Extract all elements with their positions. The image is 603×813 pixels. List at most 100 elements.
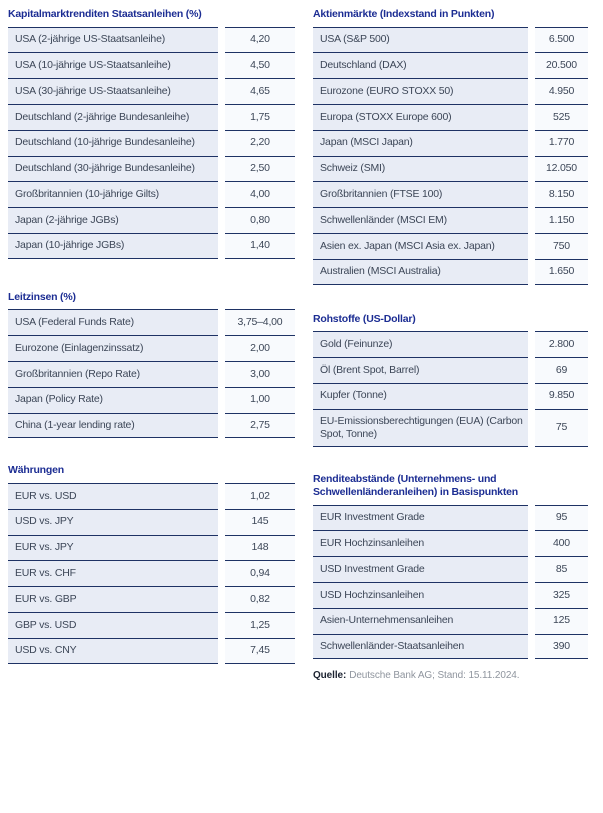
row-label: USD Hochzinsanleihen: [313, 582, 528, 608]
column-gap: [218, 232, 225, 259]
table-row: Kupfer (Tonne) 9.850: [313, 382, 588, 409]
row-label: China (1-year lending rate): [8, 412, 218, 439]
table-row: USA (Federal Funds Rate) 3,75–4,00: [8, 309, 295, 336]
table-row: Asien ex. Japan (MSCI Asia ex. Japan) 750: [313, 232, 588, 259]
table-row: Japan (2-jährige JGBs) 0,80: [8, 207, 295, 233]
table-row: Japan (10-jährige JGBs) 1,40: [8, 232, 295, 259]
row-label: Schwellenländer-Staatsanleihen: [313, 633, 528, 660]
column-gap: [218, 335, 225, 361]
row-value: 9.850: [535, 382, 588, 409]
row-value: 4,65: [225, 78, 295, 104]
table-yield-spreads: EUR Investment Grade 95 EUR Hochzinsanleih…: [313, 504, 588, 660]
row-label: Schwellenländer (MSCI EM): [313, 207, 528, 233]
column-gap: [528, 181, 535, 208]
column-gap: [528, 258, 535, 285]
row-value: 0,94: [225, 560, 295, 587]
table-row: Großbritannien (10-jährige Gilts) 4,00: [8, 181, 295, 208]
column-gap: [218, 26, 225, 53]
row-label: Japan (Policy Rate): [8, 386, 218, 413]
row-value: 1,40: [225, 232, 295, 259]
column-gap: [218, 637, 225, 664]
column-gap: [528, 78, 535, 104]
source-text: Deutsche Bank AG; Stand: 15.11.2024.: [349, 670, 520, 682]
table-row: Japan (MSCI Japan) 1.770: [313, 129, 588, 156]
row-value: 1.150: [535, 207, 588, 233]
row-label: Japan (10-jährige JGBs): [8, 232, 218, 259]
row-value: 1,02: [225, 482, 295, 509]
table-row: Gold (Feinunze) 2.800: [313, 331, 588, 357]
source-label: Quelle:: [313, 670, 347, 682]
column-gap: [218, 103, 225, 130]
column-gap: [218, 181, 225, 208]
column-gap: [528, 356, 535, 383]
row-value: 1.770: [535, 129, 588, 156]
table-row: USD vs. CNY 7,45: [8, 637, 295, 664]
table-row: China (1-year lending rate) 2,75: [8, 412, 295, 439]
section-yield-spreads: Renditeabstände (Unternehmens- und Schwe…: [313, 473, 588, 660]
row-value: 1.650: [535, 258, 588, 285]
row-value: 95: [535, 504, 588, 531]
row-label: USA (2-jährige US-Staatsanleihe): [8, 26, 218, 53]
table-row: USA (2-jährige US-Staatsanleihe) 4,20: [8, 26, 295, 53]
table-row: USA (S&P 500) 6.500: [313, 26, 588, 53]
table-commodities: Gold (Feinunze) 2.800 Öl (Brent Spot, Barr…: [313, 331, 588, 448]
row-label: USA (30-jährige US-Staatsanleihe): [8, 78, 218, 104]
row-label: USD vs. CNY: [8, 637, 218, 664]
column-gap: [528, 607, 535, 634]
row-label: EUR vs. CHF: [8, 560, 218, 587]
section-title-yield-spreads: Renditeabstände (Unternehmens- und Schwe…: [313, 473, 518, 499]
column-gap: [218, 207, 225, 233]
row-label: Großbritannien (10-jährige Gilts): [8, 181, 218, 208]
row-label: Großbritannien (Repo Rate): [8, 360, 218, 387]
column-gap: [528, 232, 535, 259]
table-row: Großbritannien (FTSE 100) 8.150: [313, 181, 588, 208]
column-gap: [218, 611, 225, 638]
row-label: Australien (MSCI Australia): [313, 258, 528, 285]
column-gap: [528, 129, 535, 156]
row-value: 75: [535, 408, 588, 448]
row-value: 400: [535, 530, 588, 557]
row-label: Eurozone (EURO STOXX 50): [313, 78, 528, 104]
table-row: Japan (Policy Rate) 1,00: [8, 386, 295, 413]
row-value: 148: [225, 534, 295, 561]
row-value: 12.050: [535, 155, 588, 182]
section-equity-markets: Aktienmärkte (Indexstand in Punkten) USA…: [313, 8, 588, 285]
section-title-equity-markets: Aktienmärkte (Indexstand in Punkten): [313, 8, 495, 20]
row-label: Eurozone (Einlagenzinssatz): [8, 335, 218, 361]
table-row: EUR vs. USD 1,02: [8, 482, 295, 509]
table-equity-markets: USA (S&P 500) 6.500 Deutschland (DAX) 20.50…: [313, 26, 588, 285]
row-value: 85: [535, 556, 588, 582]
row-value: 325: [535, 582, 588, 608]
row-label: USD Investment Grade: [313, 556, 528, 582]
row-value: 0,82: [225, 586, 295, 612]
column-gap: [528, 155, 535, 182]
table-row: Europa (STOXX Europe 600) 525: [313, 103, 588, 130]
section-title-currencies: Währungen: [8, 464, 64, 477]
table-row: Australien (MSCI Australia) 1.650: [313, 258, 588, 285]
column-gap: [218, 129, 225, 156]
row-label: EUR Investment Grade: [313, 504, 528, 531]
table-row: Eurozone (Einlagenzinssatz) 2,00: [8, 335, 295, 361]
column-gap: [528, 52, 535, 79]
row-label: USD vs. JPY: [8, 508, 218, 535]
row-label: EU-Emissionsberechtigungen (EUA) (Carbon…: [313, 408, 528, 448]
table-policy-rates: USA (Federal Funds Rate) 3,75–4,00 Eurozon…: [8, 309, 295, 439]
column-gap: [218, 78, 225, 104]
column-gap: [528, 556, 535, 582]
row-label: Japan (MSCI Japan): [313, 129, 528, 156]
row-label: GBP vs. USD: [8, 611, 218, 638]
row-label: Öl (Brent Spot, Barrel): [313, 356, 528, 383]
row-value: 390: [535, 633, 588, 660]
row-value: 0,80: [225, 207, 295, 233]
column-gap: [218, 560, 225, 587]
row-value: 6.500: [535, 26, 588, 53]
row-value: 2,20: [225, 129, 295, 156]
row-label: Japan (2-jährige JGBs): [8, 207, 218, 233]
row-value: 4,20: [225, 26, 295, 53]
table-row: EUR vs. GBP 0,82: [8, 586, 295, 612]
row-value: 1,00: [225, 386, 295, 413]
column-gap: [528, 26, 535, 53]
table-row: USD Hochzinsanleihen 325: [313, 582, 588, 608]
column-gap: [218, 360, 225, 387]
column-gap: [528, 331, 535, 357]
